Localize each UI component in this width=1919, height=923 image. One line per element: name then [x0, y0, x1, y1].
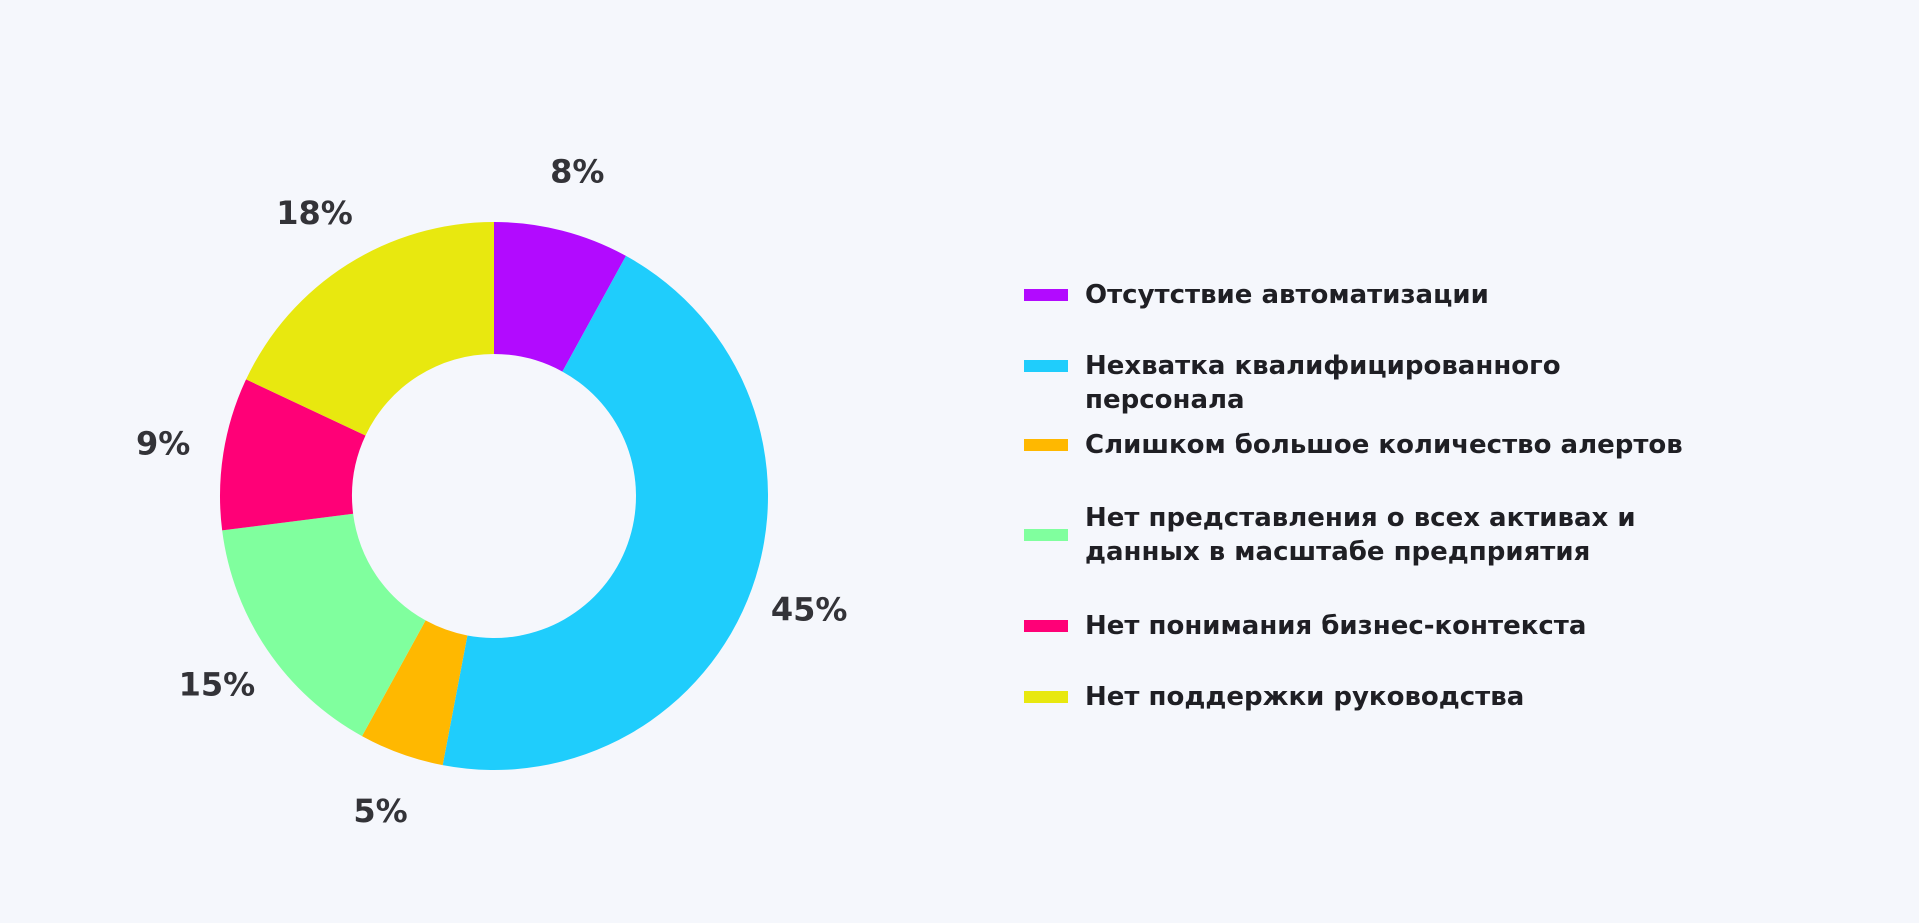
- donut-slice-1[interactable]: [494, 222, 627, 372]
- legend-label: Отсутствие автоматизации: [1085, 280, 1489, 310]
- legend-item-no-automation[interactable]: Отсутствие автоматизации: [1024, 278, 1725, 312]
- slice-value-label: 45%: [771, 590, 848, 628]
- legend-label: Нет представления о всех активах и данны…: [1085, 503, 1636, 567]
- slice-value-label: 8%: [550, 153, 604, 191]
- slice-value-label: 5%: [353, 792, 407, 830]
- donut-slice-2[interactable]: [442, 255, 768, 770]
- donut-slice-6[interactable]: [246, 222, 494, 436]
- donut-slice-3[interactable]: [361, 620, 468, 766]
- slice-value-label: 15%: [179, 665, 256, 703]
- legend-swatch: [1024, 691, 1068, 703]
- legend-item-no-business-context[interactable]: Нет понимания бизнес-контекста: [1024, 609, 1725, 643]
- legend-swatch: [1024, 360, 1068, 372]
- legend-swatch: [1024, 439, 1068, 451]
- legend-item-no-asset-visibility[interactable]: Нет представления о всех активах и данны…: [1024, 501, 1665, 569]
- legend-label: Слишком большое количество алертов: [1085, 430, 1683, 460]
- slice-labels: 8% 45% 5% 15% 9% 18%: [136, 153, 848, 831]
- donut-slices: [219, 222, 768, 770]
- legend-label: Нехватка квалифицированного персонала: [1085, 351, 1561, 415]
- legend-label: Нет понимания бизнес-контекста: [1085, 611, 1587, 641]
- donut-chart: 8% 45% 5% 15% 9% 18%: [136, 153, 848, 831]
- legend-item-no-management-support[interactable]: Нет поддержки руководства: [1024, 680, 1725, 714]
- legend-swatch: [1024, 289, 1068, 301]
- legend-label: Нет поддержки руководства: [1085, 682, 1525, 712]
- legend-item-too-many-alerts[interactable]: Слишком большое количество алертов: [1024, 428, 1725, 462]
- slice-value-label: 9%: [136, 425, 190, 463]
- legend-item-staff-shortage[interactable]: Нехватка квалифицированного персонала: [1024, 349, 1725, 417]
- donut-slice-4[interactable]: [222, 513, 426, 737]
- donut-slice-5[interactable]: [219, 379, 366, 531]
- legend-swatch: [1024, 529, 1068, 541]
- slice-value-label: 18%: [276, 194, 353, 232]
- legend-swatch: [1024, 620, 1068, 632]
